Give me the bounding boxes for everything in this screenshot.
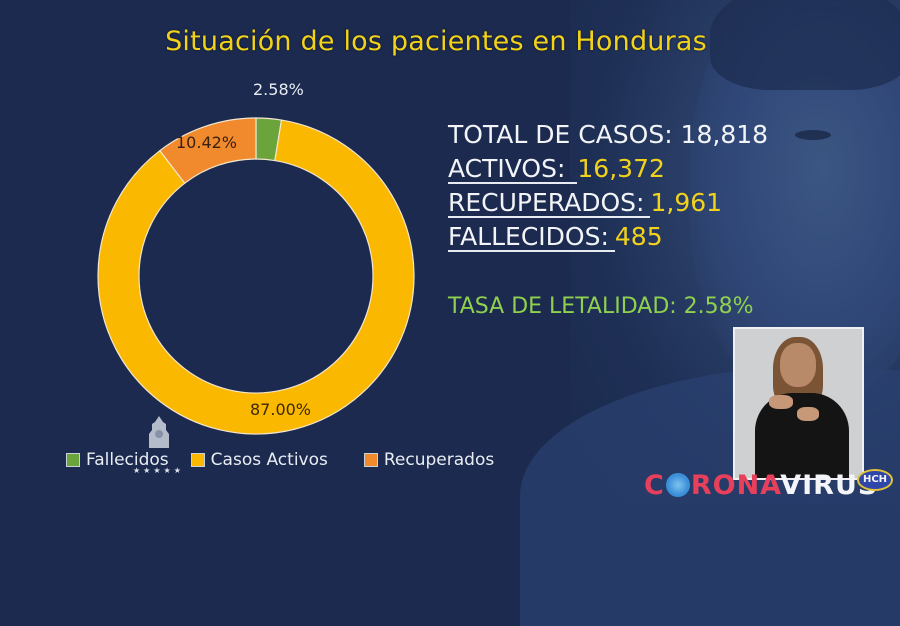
legend-swatch-yellow [190,453,205,467]
data-label-activos: 87.00% [250,400,312,419]
virus-icon [665,473,690,497]
emblem-stars: ★★★★★ [133,466,184,475]
slice-recuperados [158,117,257,185]
legend-item-fallecidos: Fallecidos [66,450,169,470]
legend-item-casos-activos: Casos Activos [190,450,328,470]
stat-tasa-letalidad: TASA DE LETALIDAD: 2.58% [448,294,754,319]
slice-casos-activos [97,119,415,435]
legend-swatch-green [66,453,80,467]
stat-fallecidos: FALLECIDOS: 485 [448,222,663,252]
case-stats: TOTAL DE CASOS: 18,818 ACTIVOS: 16,372 RE… [448,118,768,254]
coronavirus-logo: C RONAVIRUS [644,470,879,501]
donut-chart [97,117,415,435]
hch-channel-logo: HCH [857,469,893,491]
legend-item-recuperados: Recuperados [363,450,494,470]
sign-language-interpreter-video [733,327,864,480]
stat-total: TOTAL DE CASOS: 18,818 [448,120,769,149]
chart-title: Situación de los pacientes en Honduras [165,26,707,57]
chart-legend: Fallecidos Casos Activos Recuperados [66,450,494,470]
honduras-emblem-icon [149,416,169,448]
legend-swatch-orange [363,453,378,467]
stat-activos: ACTIVOS: 16,372 [448,154,665,184]
data-label-recuperados: 10.42% [176,133,238,152]
data-label-fallecidos: 2.58% [253,80,304,99]
stat-recuperados: RECUPERADOS: 1,961 [448,188,723,218]
